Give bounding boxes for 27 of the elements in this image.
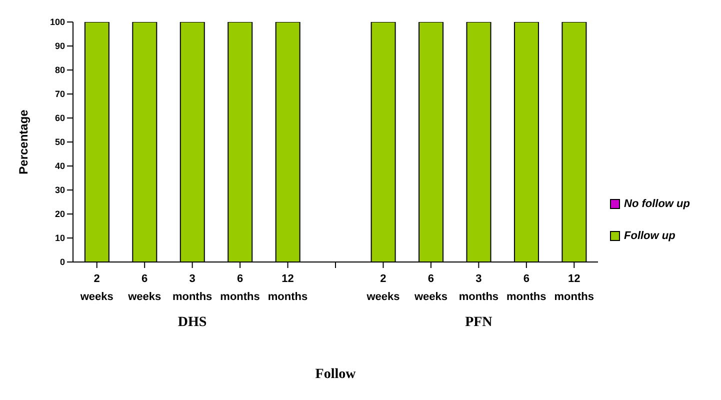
x-tick-label: 6 months: [506, 273, 546, 303]
x-tick-label: 6 months: [220, 273, 260, 303]
x-tick-label: 3 months: [458, 273, 499, 303]
x-tick-label: 12 months: [554, 273, 594, 303]
y-tick-label: 60: [54, 113, 65, 124]
legend-label: Follow up: [624, 230, 676, 242]
y-tick-label: 20: [54, 209, 65, 220]
x-tick-label: 6 weeks: [127, 273, 162, 303]
y-tick-label: 50: [54, 137, 65, 148]
x-tick-label: 2 weeks: [366, 273, 400, 303]
x-axis-title: Follow: [315, 367, 357, 382]
text: DHS: [178, 315, 207, 330]
y-tick-label: 70: [54, 89, 65, 100]
text: PFN: [465, 315, 492, 330]
y-tick-label: 0: [60, 257, 65, 268]
x-tick-label: 12 months: [268, 273, 308, 303]
y-tick-label: 30: [54, 185, 65, 196]
y-tick-label: 10: [54, 233, 65, 244]
x-tick-label: 2 weeks: [79, 273, 114, 303]
y-tick-label: 40: [54, 161, 65, 172]
y-axis-title: Percentage: [16, 109, 30, 174]
y-tick-label: 90: [54, 41, 65, 52]
x-tick-label: 3 months: [172, 273, 212, 303]
legend-label: No follow up: [624, 198, 690, 210]
y-tick-label: 80: [54, 65, 65, 76]
x-tick-label: 6 weeks: [413, 273, 448, 303]
y-tick-label: 100: [50, 17, 65, 28]
